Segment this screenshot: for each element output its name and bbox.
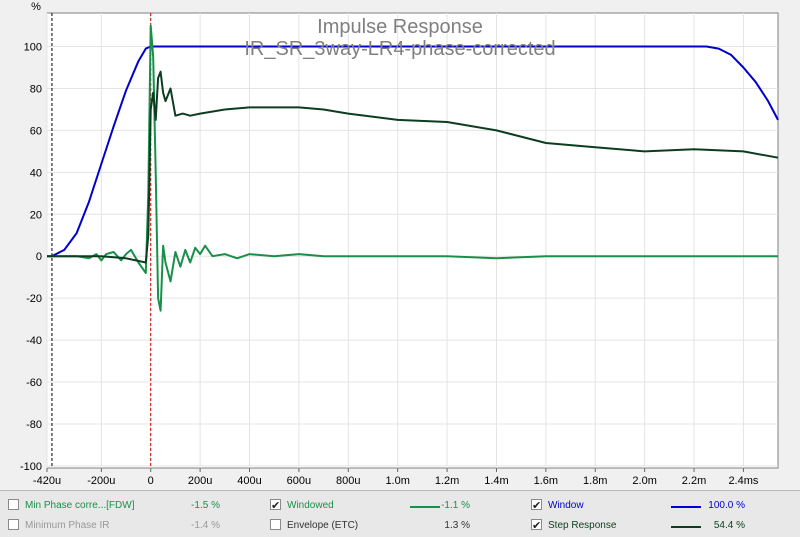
chart-subtitle: IR_SR_3way-LR4-phase-corrected bbox=[244, 38, 555, 60]
legend-checkbox[interactable] bbox=[531, 496, 542, 516]
x-tick-label: 2.0m bbox=[632, 475, 656, 487]
legend-label: Min Phase corre...[FDW] bbox=[25, 500, 135, 511]
legend-panel: Min Phase corre...[FDW] -1.5 % Minimum Pha… bbox=[0, 490, 800, 537]
x-tick-label: 1.0m bbox=[385, 475, 409, 487]
y-tick-label: -40 bbox=[26, 335, 42, 347]
y-tick-label: 40 bbox=[30, 167, 42, 179]
x-tick-label: 1.2m bbox=[435, 475, 459, 487]
data-series bbox=[47, 24, 779, 312]
legend-label: Envelope (ETC) bbox=[287, 520, 359, 531]
series-line-windowed bbox=[47, 24, 778, 312]
legend-value: 1.3 % bbox=[444, 520, 470, 531]
y-tick-label: -80 bbox=[26, 419, 42, 431]
legend-checkbox[interactable] bbox=[270, 519, 281, 530]
legend-swatch bbox=[671, 526, 701, 528]
x-tick-label: 400u bbox=[237, 475, 261, 487]
legend-checkbox[interactable] bbox=[8, 499, 19, 510]
y-tick-label: -100 bbox=[20, 461, 42, 473]
x-tick-label: 200u bbox=[188, 475, 212, 487]
legend-value: -1.5 % bbox=[191, 500, 220, 511]
series-line-window bbox=[47, 45, 779, 258]
y-tick-label: 80 bbox=[30, 83, 42, 95]
legend-item-step-response[interactable]: Step Response 54.4 % bbox=[531, 516, 786, 536]
x-tick-label: 2.2m bbox=[682, 475, 706, 487]
y-tick-label: -20 bbox=[26, 293, 42, 305]
x-tick-label: -200u bbox=[87, 475, 115, 487]
y-axis-unit: % bbox=[31, 1, 41, 13]
x-tick-label: 0 bbox=[148, 475, 154, 487]
x-tick-label: 1.8m bbox=[583, 475, 607, 487]
legend-swatch bbox=[671, 506, 701, 508]
y-tick-label: -60 bbox=[26, 377, 42, 389]
x-tick-label: 1.4m bbox=[484, 475, 508, 487]
legend-checkbox[interactable] bbox=[531, 516, 542, 536]
legend-item-envelope-etc[interactable]: Envelope (ETC) 1.3 % bbox=[270, 516, 525, 536]
legend-label: Window bbox=[548, 500, 584, 511]
legend-item-min-phase-corre-fdw[interactable]: Min Phase corre...[FDW] -1.5 % bbox=[8, 496, 263, 516]
legend-value: -1.1 % bbox=[441, 500, 470, 511]
x-tick-label: 2.4ms bbox=[728, 475, 758, 487]
legend-label: Windowed bbox=[287, 500, 334, 511]
legend-checkbox[interactable] bbox=[8, 519, 19, 530]
legend-value: 54.4 % bbox=[713, 520, 745, 531]
x-tick-label: 600u bbox=[287, 475, 311, 487]
legend-item-window[interactable]: Window 100.0 % bbox=[531, 496, 786, 516]
legend-label: Minimum Phase IR bbox=[25, 520, 110, 531]
series-line-step-response bbox=[47, 70, 779, 264]
chart-title: Impulse Response bbox=[317, 16, 483, 38]
legend-swatch bbox=[410, 506, 440, 508]
x-tick-label: 1.6m bbox=[534, 475, 558, 487]
legend-value: -1.4 % bbox=[191, 520, 220, 531]
impulse-response-chart: -100 -80 -60 -40 -20 0 20 40 60 80 100 -420u -200u 0 2… bbox=[19, 1, 779, 487]
legend-item-windowed[interactable]: Windowed -1.1 % bbox=[270, 496, 525, 516]
y-tick-label: 100 bbox=[24, 42, 42, 54]
legend-item-minimum-phase-ir[interactable]: Minimum Phase IR -1.4 % bbox=[8, 516, 263, 536]
legend-value: 100.0 % bbox=[708, 500, 745, 511]
y-tick-label: 60 bbox=[30, 125, 42, 137]
y-tick-label: 20 bbox=[30, 209, 42, 221]
y-tick-label: 0 bbox=[36, 251, 42, 263]
legend-checkbox[interactable] bbox=[270, 496, 281, 516]
axes: -100 -80 -60 -40 -20 0 20 40 60 80 100 -420u -200u 0 2… bbox=[20, 42, 759, 487]
x-tick-label: 800u bbox=[336, 475, 360, 487]
legend-label: Step Response bbox=[548, 520, 617, 531]
x-tick-label: -420u bbox=[33, 475, 61, 487]
